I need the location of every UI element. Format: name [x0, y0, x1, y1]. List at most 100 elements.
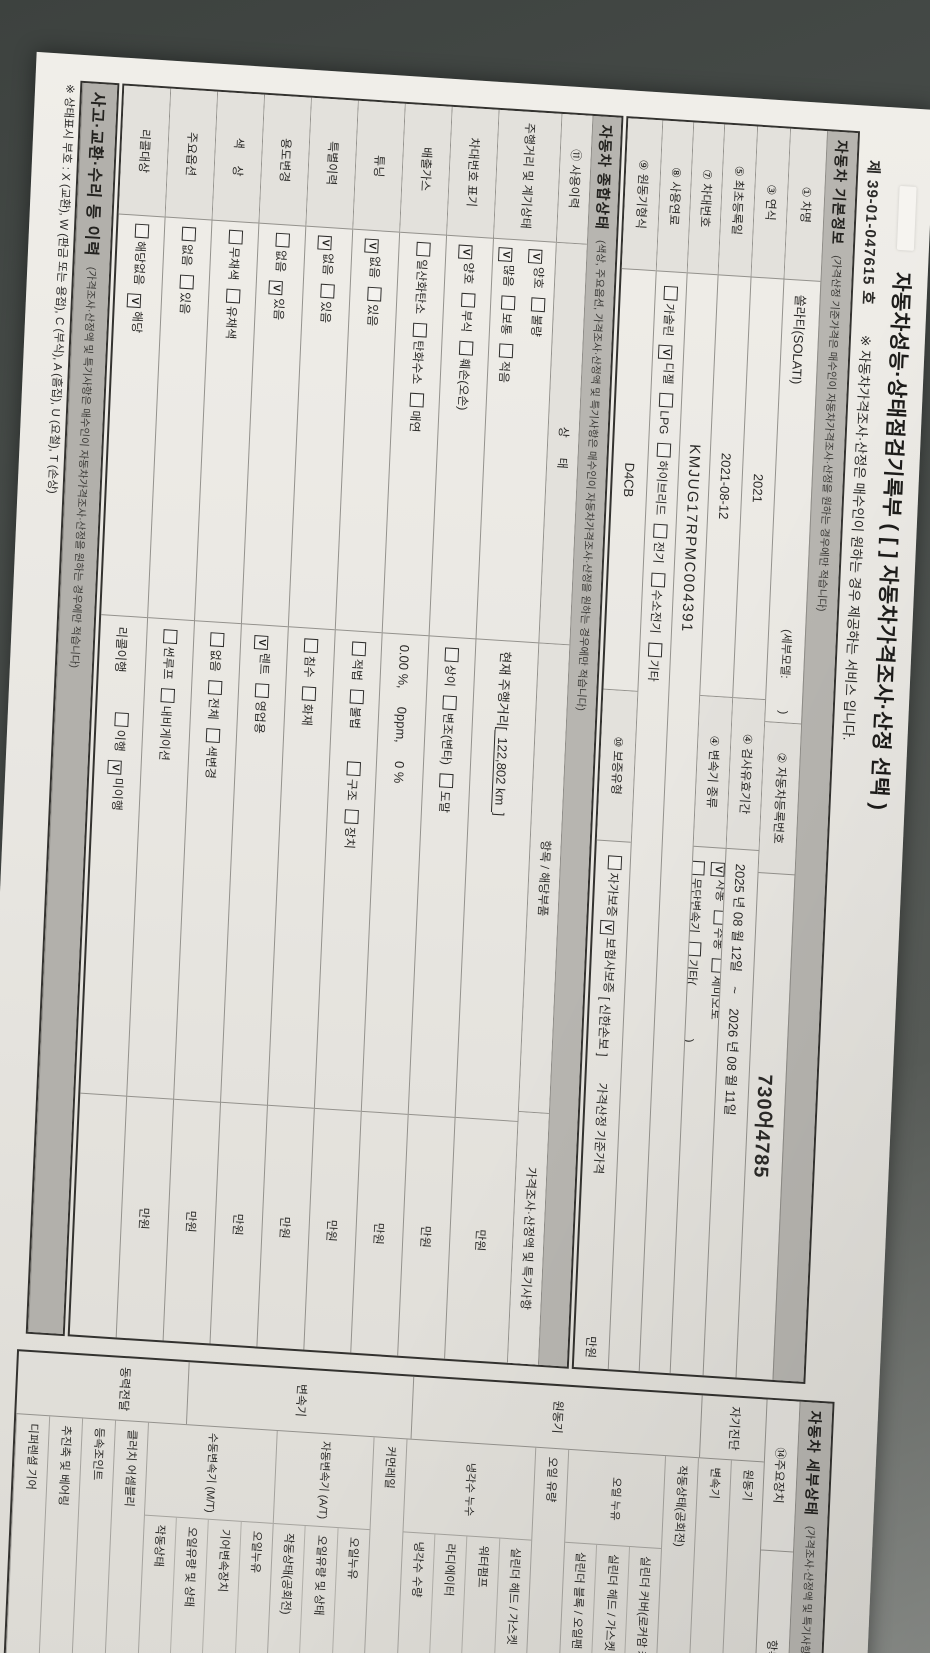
checkbox: [444, 647, 460, 663]
checkbox-item: LPG: [657, 392, 674, 435]
emissions-checks: 일산화탄소탄화수소매연: [399, 241, 438, 442]
checkbox-label: 보통: [498, 312, 514, 336]
col-usage-history: ⑪ 사용이력: [556, 113, 593, 245]
color-checks: 무채색유채색: [215, 229, 250, 349]
checkbox-label: 없음: [208, 649, 224, 673]
checkbox-item: 하이브리드: [653, 442, 673, 516]
checkbox-label: 유채색: [223, 305, 239, 340]
checkbox-item: 있음: [178, 274, 195, 315]
checkbox: [648, 642, 663, 658]
recall-checks: 해당없음 V해당: [121, 223, 156, 343]
checkbox: [459, 340, 474, 356]
label-vin-marking: 차대번호 표기: [447, 106, 499, 239]
checkbox-label: 매연: [407, 409, 423, 433]
checkbox: [659, 392, 674, 408]
checkbox: [160, 688, 176, 704]
checkbox: V: [599, 920, 615, 935]
checkbox: [208, 680, 223, 696]
checkbox-item: 장치: [342, 809, 359, 850]
checkbox-item: 보통: [498, 295, 516, 336]
checkbox-label: 색변경: [203, 745, 220, 780]
label-first-registration: ⑤ 최초등록일: [718, 124, 758, 278]
checkbox-label: 도말: [437, 790, 453, 814]
checkbox-label: 장치: [342, 826, 358, 850]
checkbox-item: 전기: [650, 524, 669, 564]
checkbox: [302, 686, 317, 702]
checkbox: [255, 683, 270, 699]
checkbox-item: V없음: [317, 235, 336, 276]
checkbox-label: 양호: [461, 261, 477, 285]
checkbox: [607, 855, 623, 871]
checkbox-item: 썬루프: [160, 629, 179, 680]
tuning-checks: V없음있음: [356, 238, 391, 336]
checkbox-label: 일산화탄소: [412, 258, 430, 315]
checkbox-item: 유채색: [223, 288, 241, 340]
checkbox-label: 적법: [349, 658, 365, 682]
checkbox-item: 상이: [442, 647, 461, 687]
checkbox-label: 양호: [531, 266, 547, 290]
checkbox-label: LPG: [657, 409, 673, 435]
checkbox-item: 있음: [365, 286, 382, 327]
tuning-kind-checks: 구조장치: [340, 761, 362, 858]
checkbox: [206, 728, 221, 744]
checkbox: V: [253, 635, 269, 650]
checkbox-item: 이행: [112, 712, 129, 753]
checkbox-label: 썬루프: [160, 646, 177, 681]
checkbox-item: 색변경: [203, 728, 222, 779]
checkbox-label: 불량: [529, 314, 545, 338]
checkbox: [690, 860, 705, 876]
checkbox-item: V해당: [126, 293, 146, 334]
checkbox-item: V 많음: [497, 247, 517, 287]
checkbox: [114, 712, 129, 728]
price-mileage: 만원: [473, 1228, 489, 1252]
checkbox-label: 화재: [300, 703, 315, 727]
accident-history-note: (가격조사·산정액 및 특기사항은 매수인이 자동차가격조사·산정을 원하는 경…: [68, 266, 98, 669]
checkbox-label: 이행: [112, 729, 128, 753]
checkbox: [179, 274, 195, 290]
coolant-leak-items: 실린더 헤드 / 가스켓 워터펌프 라디에이터 냉각수 수량: [393, 1532, 532, 1653]
checkbox-item: 해당없음: [131, 223, 150, 286]
submodel: (세부모델: ): [776, 628, 793, 715]
checkbox-label: 없음: [273, 249, 289, 273]
checkbox: [498, 343, 514, 359]
checkbox-label: 미이행: [109, 777, 126, 812]
checkbox: [351, 641, 367, 657]
checkbox-item: V있음: [268, 280, 287, 321]
main-section: 자동차성능·상태점검기록부 ( [ ] 자동차가격조사·산정 선택 ) 제 39…: [4, 79, 926, 1388]
checkbox: [439, 773, 455, 789]
checkbox-label: 침수: [302, 655, 318, 679]
checkbox-item: 무채색: [226, 229, 244, 281]
oil-leak-items: 실린더 커버(로커암 커버) 실린더 헤드 / 가스켓 실린더 블록 / 오일팬: [554, 1543, 661, 1653]
checkbox-label: 무채색: [226, 246, 242, 281]
checkbox-item: 없음: [207, 632, 226, 672]
overall-state-title: 자동차 종합상태: [592, 124, 614, 231]
base-price-label: 가격산정 기준가격: [591, 1082, 610, 1175]
checkbox: [416, 241, 431, 257]
inspection-record-paper: 자동차성능·상태점검기록부 ( [ ] 자동차가격조사·산정 선택 ) 제 39…: [0, 51, 930, 1653]
checkbox: V: [710, 861, 725, 877]
sub-manual-transmission: 수동변속기 (M/T): [144, 1422, 277, 1524]
group-self-diagnosis: 자기진단: [699, 1395, 767, 1462]
coolant-leak-block: 냉각수 누수 실린더 헤드 / 가스켓 워터펌프 라디에이터 냉각수 수량: [391, 1439, 536, 1653]
label-transmission-type: ④ 변속기 종류: [693, 695, 733, 849]
checkbox: [409, 393, 425, 408]
checkbox-item: 부식: [459, 292, 476, 333]
checkbox-item: 탄화수소: [410, 322, 428, 385]
checkbox-item: 불법: [347, 689, 365, 729]
recall-fulfillment-checks: 이행 V 미이행: [105, 712, 130, 820]
checkbox-item: 수소전기: [647, 572, 667, 634]
label-usage-change: 용도변경: [259, 94, 311, 227]
checkbox-item: V디젤: [657, 344, 679, 385]
checkbox-label: 해당없음: [131, 240, 148, 286]
checkbox: [500, 295, 516, 311]
checkbox: [134, 223, 150, 239]
checkbox-item: 구조: [344, 761, 361, 801]
checkbox: V: [364, 238, 380, 254]
checkbox-item: 내비게이션: [156, 688, 176, 761]
vin-marking-checks: V양호부식훼손(오손): [447, 244, 485, 420]
checkbox: [653, 524, 669, 539]
checkbox-item: 적음: [497, 343, 514, 383]
checkbox: [651, 572, 667, 588]
overall-state-table: 자동차 종합상태 (색상, 주요옵션, 가격조사·산정액 및 특기사항은 매수인…: [67, 83, 624, 1369]
